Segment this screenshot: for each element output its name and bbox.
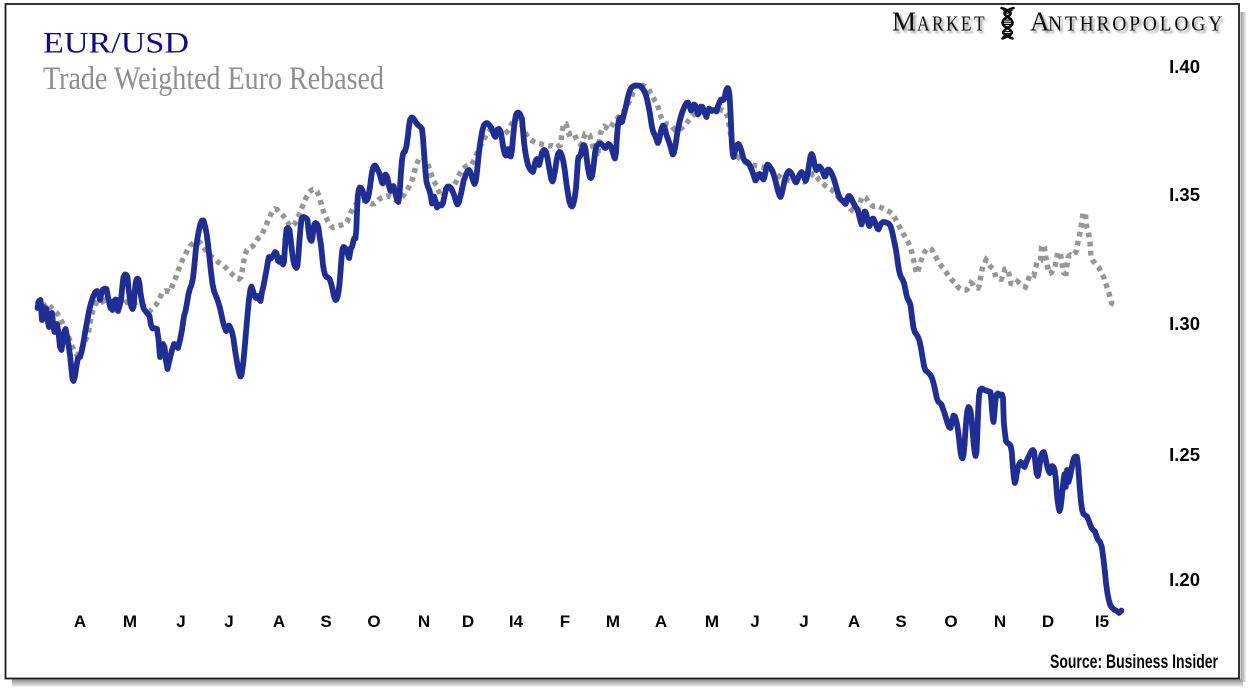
svg-text:N: N [994,612,1006,631]
svg-text:O: O [944,612,957,631]
svg-text:I.40: I.40 [1169,56,1200,77]
svg-text:J: J [176,612,185,631]
svg-text:A: A [655,612,667,631]
svg-text:NTHROPOLOGY: NTHROPOLOGY [1050,14,1227,38]
svg-text:A: A [74,612,86,631]
svg-text:I.30: I.30 [1169,313,1200,334]
svg-text:I4: I4 [509,612,524,631]
svg-text:N: N [418,612,430,631]
svg-text:M: M [892,6,916,36]
svg-text:J: J [224,612,233,631]
svg-text:D: D [1042,612,1054,631]
svg-text:I.20: I.20 [1169,569,1200,590]
svg-text:O: O [367,612,380,631]
svg-text:A: A [848,612,860,631]
svg-text:F: F [560,612,570,631]
svg-text:S: S [895,612,906,631]
svg-text:NTHROPOLOGY: NTHROPOLOGY [1048,11,1225,35]
svg-text:ARKET: ARKET [917,11,987,35]
svg-text:Trade Weighted Euro Rebased: Trade Weighted Euro Rebased [43,61,384,97]
svg-text:I5: I5 [1095,612,1109,631]
svg-text:A: A [273,612,285,631]
svg-text:Source: Business Insider: Source: Business Insider [1050,651,1218,673]
svg-text:A: A [1030,6,1050,36]
svg-text:ARKET: ARKET [919,14,989,38]
svg-text:A: A [1032,9,1052,39]
svg-text:J: J [799,612,808,631]
svg-text:I.35: I.35 [1169,184,1200,205]
svg-text:M: M [894,9,918,39]
svg-text:M: M [123,612,137,631]
svg-text:EUR/USD: EUR/USD [43,27,189,60]
svg-text:M: M [606,612,620,631]
svg-text:M: M [705,612,719,631]
svg-text:I.25: I.25 [1169,444,1200,465]
svg-text:J: J [750,612,759,631]
svg-text:S: S [320,612,331,631]
svg-text:D: D [462,612,474,631]
